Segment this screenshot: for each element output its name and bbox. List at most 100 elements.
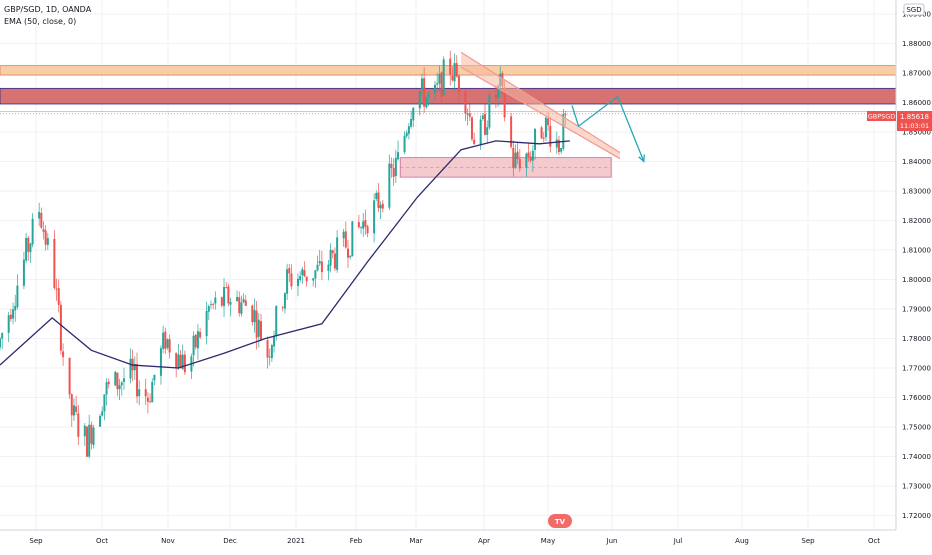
candle xyxy=(388,154,391,211)
candle-body xyxy=(260,321,262,341)
candle-body xyxy=(166,339,169,348)
candle xyxy=(470,115,473,142)
candle xyxy=(360,226,363,234)
candle-body xyxy=(412,107,415,121)
candle xyxy=(466,108,469,126)
candle xyxy=(299,271,302,283)
candle-body xyxy=(175,352,178,369)
candle xyxy=(86,425,88,458)
candle xyxy=(46,232,49,251)
candle xyxy=(436,72,439,94)
candle-body xyxy=(42,229,45,232)
candle-body xyxy=(497,85,500,98)
candle-body xyxy=(122,378,125,382)
candle xyxy=(70,393,73,427)
candle xyxy=(281,305,284,312)
candle-body xyxy=(90,424,93,444)
candle-body xyxy=(342,231,345,239)
time-tick-label: Mar xyxy=(409,537,422,545)
candle xyxy=(397,140,400,161)
candle xyxy=(494,85,497,108)
candle xyxy=(542,132,545,143)
candle xyxy=(159,345,162,385)
candle xyxy=(423,67,426,113)
candle xyxy=(205,301,208,345)
currency-badge[interactable]: SGD xyxy=(903,3,925,16)
candle-body xyxy=(333,253,336,269)
candle-body xyxy=(68,357,71,395)
candle-body xyxy=(107,381,110,385)
candle-body xyxy=(525,153,528,168)
candle-body xyxy=(242,299,245,303)
ema-line xyxy=(0,140,570,369)
candle-body xyxy=(364,220,367,227)
candle-body xyxy=(214,297,217,304)
candle xyxy=(468,104,471,121)
indicator-title[interactable]: EMA (50, close, 0) xyxy=(4,17,77,26)
candle-body xyxy=(434,84,436,94)
candle-body xyxy=(301,269,304,276)
candle xyxy=(166,338,169,350)
symbol-title[interactable]: GBP/SGD, 1D, OANDA xyxy=(4,5,92,14)
candle xyxy=(453,53,456,91)
candle-body xyxy=(138,389,141,397)
time-tick-label: Aug xyxy=(735,537,749,545)
candle xyxy=(316,255,319,272)
price-tick-label: 1.79000 xyxy=(902,306,931,314)
candle-body xyxy=(351,221,354,257)
candle xyxy=(136,352,139,404)
candle-body xyxy=(77,413,80,437)
candle xyxy=(440,71,443,105)
candle-body xyxy=(560,148,563,152)
candle xyxy=(405,129,408,139)
candle xyxy=(153,374,156,386)
candle xyxy=(275,305,278,341)
candle xyxy=(7,311,10,343)
candle-body xyxy=(75,406,78,412)
candle-body xyxy=(540,127,543,139)
candle xyxy=(1,332,4,349)
candle xyxy=(331,249,334,259)
candle-body xyxy=(14,305,17,311)
candle xyxy=(75,395,78,416)
price-axis[interactable]: 1.890001.880001.870001.860001.850001.840… xyxy=(902,11,931,521)
candle xyxy=(29,242,32,264)
candle-body xyxy=(394,157,397,177)
candle-body xyxy=(442,59,445,96)
candle-body xyxy=(455,63,458,77)
grid xyxy=(0,0,896,530)
candle xyxy=(427,91,430,107)
candle xyxy=(220,296,223,308)
candle xyxy=(40,207,43,229)
candle-body xyxy=(373,200,376,234)
candle xyxy=(560,147,563,155)
candle-body xyxy=(0,338,1,348)
candle xyxy=(381,199,384,213)
candle xyxy=(544,116,547,142)
candle-body xyxy=(118,385,121,390)
candle-body xyxy=(133,363,136,371)
time-tick-label: Sep xyxy=(801,537,815,545)
last-price-badge xyxy=(897,111,932,131)
candle xyxy=(510,112,513,149)
candle xyxy=(151,378,154,403)
price-tick-label: 1.87000 xyxy=(902,70,931,78)
candle xyxy=(512,140,515,177)
candle xyxy=(329,243,332,273)
candle xyxy=(120,380,123,396)
candle xyxy=(420,73,423,97)
candle-body xyxy=(179,354,182,369)
last-price-marker: GBPSGD 1.85618 11:03:01 xyxy=(867,111,932,131)
price-tick-label: 1.78000 xyxy=(902,335,931,343)
candle-body xyxy=(53,238,56,289)
time-tick-label: Nov xyxy=(161,537,175,545)
candle-body xyxy=(207,306,210,312)
candle xyxy=(407,122,410,140)
price-tick-label: 1.72000 xyxy=(902,512,931,520)
candle-body xyxy=(275,306,278,337)
candle xyxy=(116,372,119,397)
time-axis[interactable]: Sep Oct Nov Dec 2021 Feb Mar Apr May Jun Jul Aug Sep… xyxy=(29,537,880,545)
candle xyxy=(225,281,228,289)
